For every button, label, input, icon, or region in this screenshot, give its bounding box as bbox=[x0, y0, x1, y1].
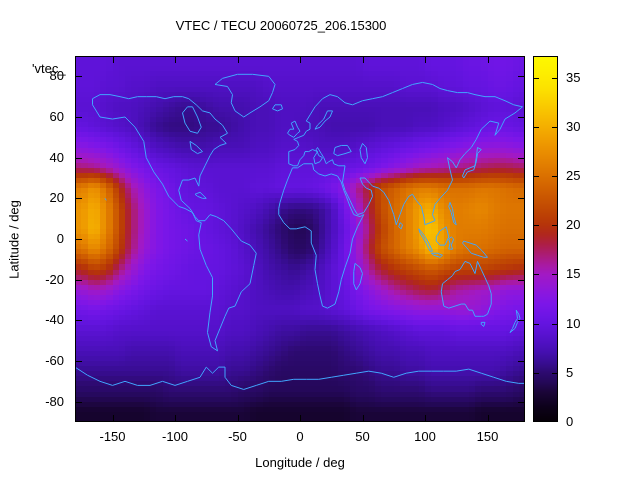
colorbar-tick-label: 20 bbox=[566, 217, 581, 233]
y-tick-label: 0 bbox=[56, 231, 64, 246]
colorbar-tick-label: 30 bbox=[566, 118, 581, 134]
y-tick-label: 80 bbox=[49, 68, 64, 84]
y-tick-label: 60 bbox=[49, 109, 64, 124]
plot-title: VTEC / TECU 20060725_206.15300 bbox=[175, 18, 387, 33]
x-tick-label: -100 bbox=[161, 429, 189, 444]
y-tick-label: 40 bbox=[49, 149, 64, 165]
colorbar-tick-label: 10 bbox=[566, 315, 581, 331]
x-tick-label: 0 bbox=[296, 429, 304, 444]
colorbar-canvas bbox=[533, 56, 558, 422]
y-tick-label: -20 bbox=[45, 271, 64, 287]
x-axis-label: Longitude / deg bbox=[255, 455, 345, 470]
heatmap-canvas bbox=[75, 56, 525, 422]
x-tick-label: -50 bbox=[228, 429, 247, 444]
colorbar-tick-label: 5 bbox=[566, 364, 574, 380]
y-tick-label: -80 bbox=[45, 393, 64, 409]
y-tick-label: 20 bbox=[49, 190, 64, 206]
x-tick-label: 50 bbox=[355, 429, 370, 444]
colorbar-tick-label: 25 bbox=[566, 168, 581, 184]
y-tick-label: -60 bbox=[45, 353, 64, 368]
y-tick-label: -40 bbox=[45, 312, 64, 328]
colorbar-tick-label: 0 bbox=[566, 414, 574, 429]
vtec-overlay-label: 'vtec_ bbox=[32, 61, 66, 76]
x-tick-label: 100 bbox=[414, 429, 436, 444]
colorbar-tick-label: 35 bbox=[566, 69, 581, 85]
colorbar-tick-label: 15 bbox=[566, 266, 581, 282]
x-tick-label: 150 bbox=[476, 429, 499, 444]
x-tick-label: -150 bbox=[99, 429, 126, 444]
